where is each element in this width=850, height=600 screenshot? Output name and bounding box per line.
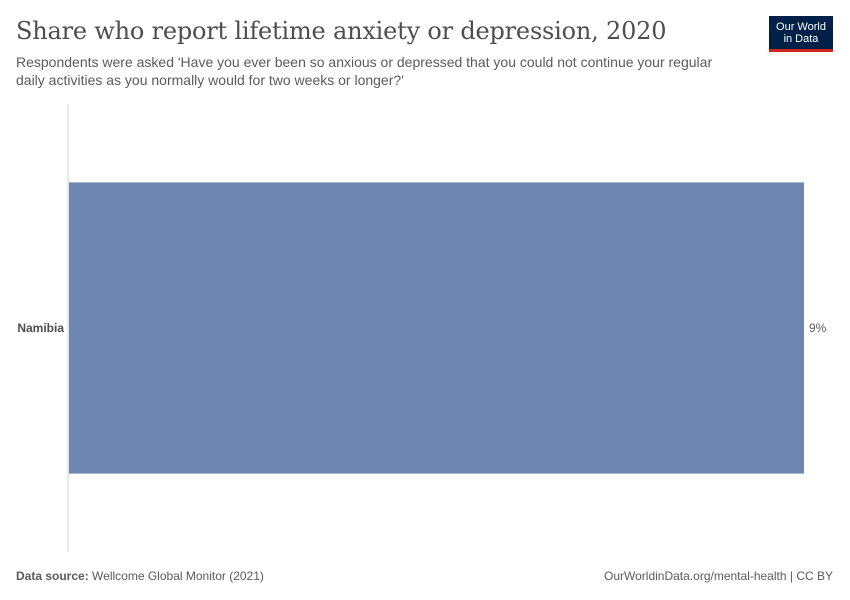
category-label[interactable]: Namibia (17, 321, 64, 335)
bar-namibia[interactable] (69, 182, 804, 474)
logo-line-2: in Data (783, 32, 819, 45)
data-source-text[interactable]: Wellcome Global Monitor (2021) (92, 569, 264, 583)
logo-line-1: Our World (776, 20, 826, 33)
chart-subtitle: Respondents were asked 'Have you ever be… (16, 54, 713, 88)
source-url[interactable]: OurWorldinData.org/mental-health | CC BY (604, 569, 833, 583)
data-source-label: Data source: (16, 569, 89, 583)
bar-chart: Namibia 9% (17, 104, 827, 552)
value-label: 9% (809, 321, 827, 335)
chart-title: Share who report lifetime anxiety or dep… (16, 17, 667, 45)
owid-logo[interactable]: Our World in Data (769, 16, 833, 52)
bars-layer: Namibia 9% (17, 182, 827, 474)
data-source: Data source: Wellcome Global Monitor (20… (16, 569, 264, 583)
